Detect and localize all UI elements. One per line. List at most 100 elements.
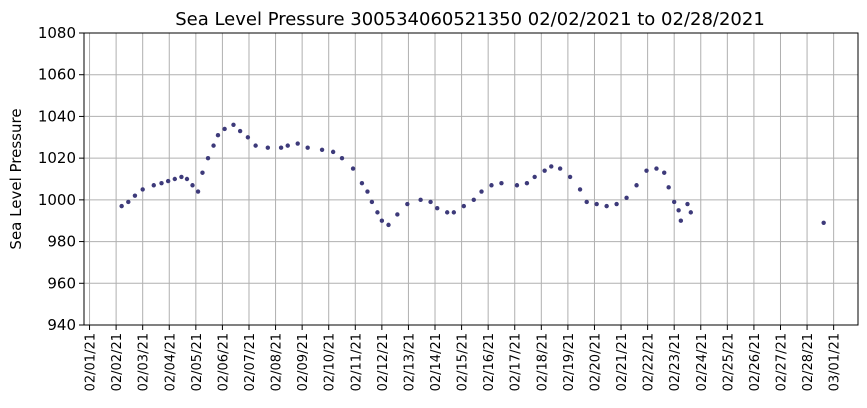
point [200, 170, 205, 175]
point [542, 168, 547, 173]
point [624, 195, 629, 200]
point [151, 183, 156, 188]
y-tick-label: 1080 [38, 24, 76, 42]
x-tick-label: 02/28/21 [801, 333, 816, 391]
x-tick-label: 02/19/21 [562, 333, 577, 391]
x-tick-label: 02/05/21 [190, 333, 205, 391]
point [532, 174, 537, 180]
x-tick-label: 02/18/21 [535, 333, 550, 391]
y-axis-label: Sea Level Pressure [7, 108, 25, 249]
point [245, 135, 251, 140]
point [195, 189, 201, 194]
point [451, 210, 457, 215]
point [172, 176, 177, 182]
point [265, 145, 271, 150]
x-tick-label: 02/08/21 [270, 333, 285, 391]
x-tick-label: 02/02/21 [110, 333, 125, 391]
x-tick-label: 02/10/21 [323, 333, 338, 391]
point [594, 201, 599, 207]
y-tick-label: 940 [47, 316, 76, 334]
point [305, 145, 310, 150]
x-tick-label: 02/26/21 [748, 333, 763, 391]
point [644, 168, 649, 173]
point [179, 174, 184, 180]
point [471, 197, 476, 203]
point [319, 147, 325, 152]
x-tick-label: 02/25/21 [721, 333, 736, 391]
point [435, 206, 440, 211]
y-tick-label: 1060 [38, 66, 76, 84]
point [524, 180, 530, 186]
point [339, 155, 345, 161]
point [514, 183, 520, 188]
point [567, 174, 573, 180]
point [190, 183, 195, 188]
point [688, 210, 693, 215]
point [126, 199, 131, 205]
x-tick-label: 02/13/21 [402, 333, 417, 391]
point [350, 166, 356, 171]
y-tick-label: 1000 [38, 191, 76, 209]
point [557, 166, 563, 171]
x-tick-label: 02/22/21 [642, 333, 657, 391]
point [211, 143, 216, 148]
x-tick-label: 02/03/21 [137, 333, 152, 391]
x-tick-label: 03/01/21 [828, 333, 843, 391]
y-tick-label: 960 [47, 274, 76, 292]
point [444, 210, 450, 215]
point [295, 141, 300, 146]
x-tick-label: 02/11/21 [349, 333, 364, 391]
point [132, 193, 138, 198]
point [369, 199, 375, 205]
point [584, 199, 589, 205]
point [253, 143, 258, 148]
point [365, 189, 370, 194]
point [662, 170, 667, 175]
point [405, 201, 410, 207]
point [577, 187, 583, 192]
point [165, 178, 171, 184]
x-tick-label: 02/04/21 [163, 333, 178, 391]
point [666, 185, 671, 190]
point [678, 218, 684, 223]
point [614, 201, 619, 207]
x-tick-label: 02/14/21 [429, 333, 444, 391]
point [821, 220, 826, 225]
point [676, 208, 681, 213]
point [499, 180, 504, 186]
point [634, 183, 639, 188]
point [205, 155, 211, 161]
point [428, 199, 433, 205]
point [237, 128, 243, 134]
point [119, 203, 124, 209]
point [386, 222, 391, 228]
x-tick-label: 02/06/21 [216, 333, 231, 391]
plot-frame [83, 32, 859, 326]
x-tick-label: 02/07/21 [243, 333, 258, 391]
point [330, 149, 336, 155]
x-tick-label: 02/23/21 [668, 333, 683, 391]
x-tick-label: 02/09/21 [296, 333, 311, 391]
x-tick-label: 02/17/21 [509, 333, 524, 391]
point [215, 133, 221, 138]
point [671, 199, 677, 205]
x-tick-label: 02/27/21 [774, 333, 789, 391]
point [278, 145, 284, 150]
x-tick-label: 02/16/21 [482, 333, 497, 391]
chart-title: Sea Level Pressure 300534060521350 02/02… [175, 9, 765, 30]
point [375, 210, 380, 215]
y-tick-label: 1040 [38, 107, 76, 125]
y-tick-label: 1020 [38, 149, 76, 167]
point [479, 189, 484, 194]
point [359, 180, 365, 186]
point [379, 218, 385, 223]
point [489, 183, 494, 188]
x-tick-label: 02/01/21 [84, 333, 99, 391]
point [461, 203, 467, 209]
point [685, 201, 690, 207]
point [418, 197, 423, 203]
point [231, 122, 236, 127]
point [140, 187, 145, 192]
point [604, 203, 609, 209]
